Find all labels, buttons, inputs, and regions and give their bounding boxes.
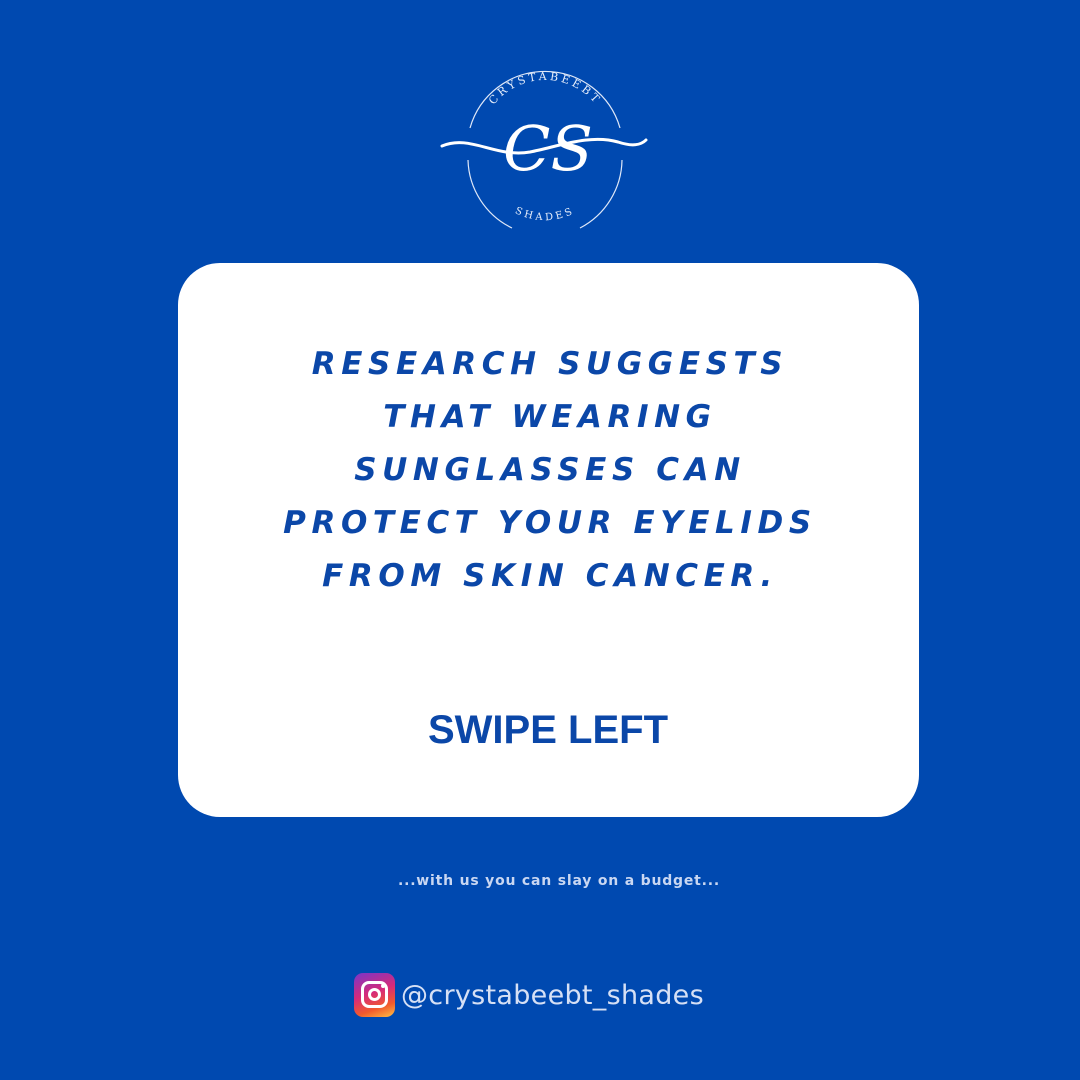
- tagline: ...with us you can slay on a budget...: [397, 873, 721, 889]
- headline-line: THAT WEARING: [383, 399, 717, 435]
- swipe-left-cta: SWIPE LEFT: [428, 708, 668, 752]
- social-handle[interactable]: @crystabeebt_shades: [354, 972, 704, 1018]
- logo-top-text: CRYSTABEEBT: [486, 70, 601, 107]
- headline-line: SUNGLASSES CAN: [354, 452, 746, 488]
- logo-ring-right: [579, 159, 623, 229]
- logo-ring-top: [469, 70, 621, 129]
- logo-monogram: CS: [503, 112, 593, 185]
- logo-bottom-text: SHADES: [513, 205, 573, 223]
- headline: RESEARCH SUGGESTS THAT WEARING SUNGLASSE…: [0, 338, 1080, 603]
- logo-emblem: CRYSTABEEBT SHADES CS: [440, 70, 648, 229]
- headline-line: PROTECT YOUR EYELIDS: [283, 505, 817, 541]
- logo-swash: [440, 137, 648, 155]
- headline-line: RESEARCH SUGGESTS: [311, 346, 789, 382]
- svg-text:CRYSTABEEBT: CRYSTABEEBT: [486, 70, 604, 107]
- brand-logo: CRYSTABEEBT SHADES CS: [440, 50, 650, 240]
- logo-ring-left: [467, 159, 513, 229]
- instagram-handle[interactable]: @crystabeebt_shades: [401, 979, 704, 1011]
- svg-text:SHADES: SHADES: [513, 205, 576, 223]
- headline-line: FROM SKIN CANCER.: [322, 558, 778, 594]
- instagram-icon: [354, 973, 395, 1017]
- content-card: [178, 263, 919, 817]
